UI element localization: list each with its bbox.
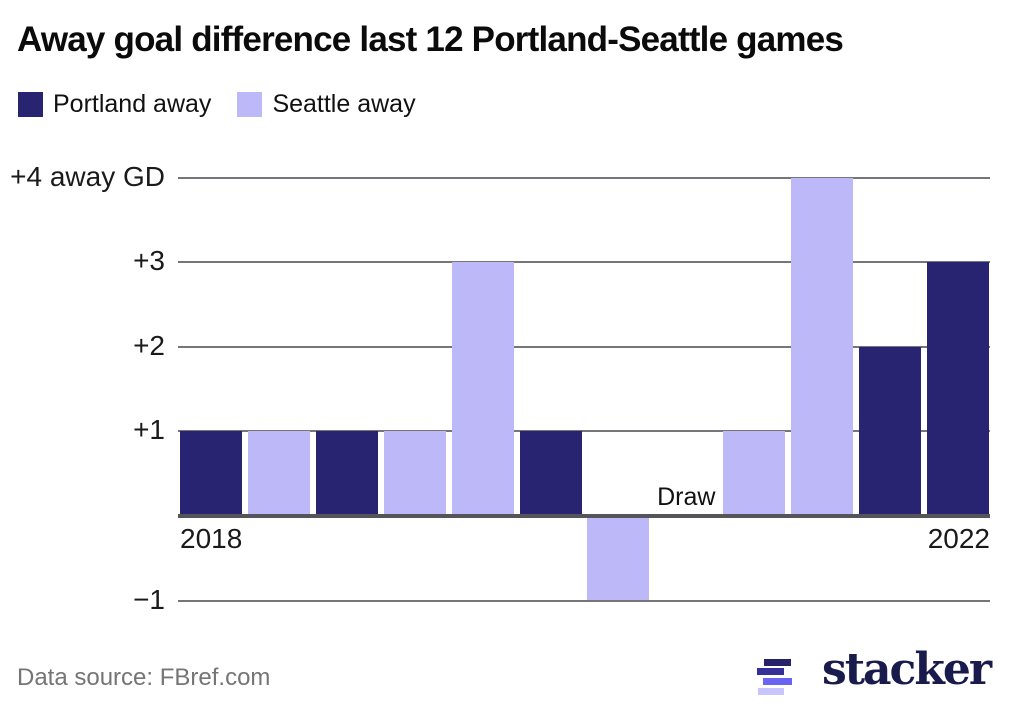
bar-game-7--1 [587,517,650,601]
y-tick-label: +1 [133,414,165,446]
bar-game-10-+4 [791,177,854,514]
bar-game-6-+1 [519,431,582,514]
portland-swatch [18,92,43,117]
legend-item-seattle: Seattle away [237,90,416,119]
legend-label-seattle: Seattle away [272,90,416,118]
logo-bar-4 [757,688,784,695]
bar-game-1-+1 [180,431,242,514]
gridline-+1 [178,430,990,433]
y-tick-label: −1 [133,583,165,615]
gridline-+3 [178,261,990,264]
bar-game-4-+1 [383,431,446,514]
y-tick-label: +2 [133,329,165,361]
x-axis-baseline [178,514,990,518]
draw-annotation: Draw [657,483,716,511]
bar-game-12-+3 [926,262,989,514]
seattle-swatch [237,92,263,117]
bar-game-9-+1 [723,431,786,514]
gridline-+2 [178,345,990,348]
y-tick-label: +3 [133,245,165,277]
stacker-logo-icon [756,650,796,700]
stacker-wordmark: stacker [821,644,992,695]
stacker-logo: stacker [756,644,992,700]
legend: Portland away Seattle away [18,90,416,119]
bar-game-11-+2 [859,346,921,514]
logo-bar-3 [762,678,792,685]
gridline-+4 away GD [178,176,990,179]
bar-game-2-+1 [247,431,310,514]
legend-label-portland: Portland away [53,90,212,118]
bar-game-3-+1 [315,431,378,514]
chart-title: Away goal difference last 12 Portland-Se… [17,20,844,59]
logo-bar-2 [756,668,784,675]
x-axis-label-start: 2018 [180,523,243,554]
gridline-−1 [178,599,990,602]
x-axis-label-end: 2022 [927,523,990,554]
logo-bar-1 [763,659,791,666]
bar-game-5-+3 [451,262,514,514]
data-source-note: Data source: FBref.com [17,664,271,691]
y-tick-label: +4 away GD [10,160,165,192]
legend-item-portland: Portland away [18,90,211,119]
